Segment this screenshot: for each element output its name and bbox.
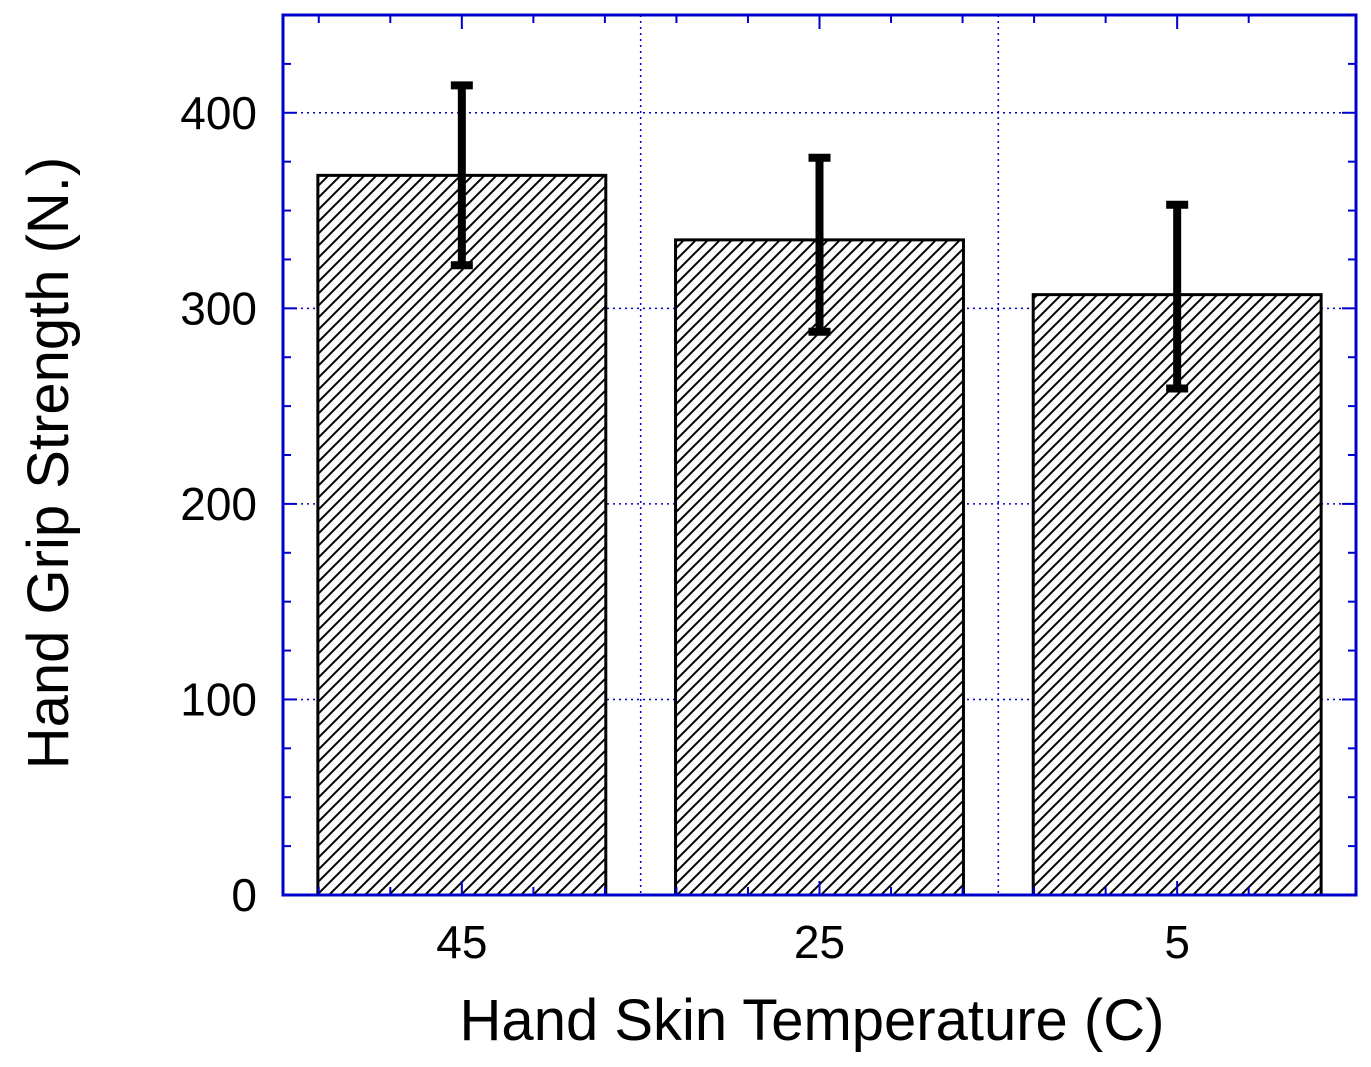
tick-labels: 0 100 200 300 400 45 25 5	[180, 87, 1190, 968]
y-tick-label: 300	[180, 282, 257, 334]
x-tick-label: 5	[1164, 916, 1190, 968]
bars	[316, 173, 1323, 897]
error-bar-5	[1166, 200, 1189, 393]
bar-5	[1031, 293, 1323, 897]
y-axis-label: Hand Grip Strength (N.)	[16, 157, 81, 769]
y-tick-label: 0	[231, 869, 257, 921]
bar-45	[316, 173, 608, 897]
x-axis-label: Hand Skin Temperature (C)	[460, 988, 1165, 1053]
x-tick-label: 25	[794, 916, 845, 968]
y-tick-label: 100	[180, 673, 257, 725]
y-tick-label: 200	[180, 478, 257, 530]
axes	[281, 13, 1358, 897]
y-tick-label: 400	[180, 87, 257, 139]
error-bar-25	[808, 153, 831, 336]
bar-25	[674, 238, 965, 897]
x-tick-label: 45	[436, 916, 487, 968]
error-bars	[450, 81, 1189, 393]
error-bar-45	[450, 81, 473, 270]
